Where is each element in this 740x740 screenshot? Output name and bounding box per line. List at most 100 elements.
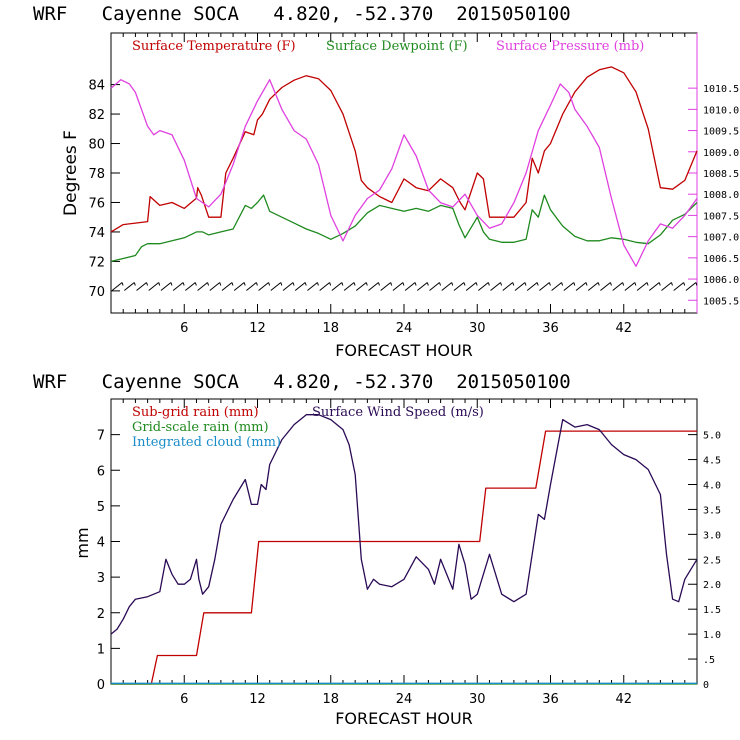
- wind-barb-flag: [487, 282, 490, 286]
- chart2-ytick-label: 1: [97, 642, 105, 657]
- chart1-ytick-label: 76: [88, 196, 105, 211]
- wind-barb: [209, 282, 221, 291]
- wind-barb: [148, 282, 160, 291]
- chart1-y2tick-label: 1006.0: [703, 275, 739, 286]
- temperature-pressure-chart: WRF Cayenne SOCA 4.820, -52.370 20150501…: [33, 3, 739, 360]
- wind-barb: [197, 282, 208, 291]
- wind-barb-flag: [378, 282, 380, 286]
- chart2-xtick-label: 30: [469, 692, 486, 707]
- chart2-xtick-label: 6: [180, 692, 188, 707]
- wind-barb: [600, 282, 611, 291]
- chart2-xtick-label: 42: [615, 692, 632, 707]
- wind-barb: [282, 282, 294, 291]
- wind-barb: [160, 282, 172, 291]
- chart1-y2tick-label: 1009.0: [703, 148, 739, 159]
- chart1-xtick-label: 18: [322, 321, 339, 336]
- wind-barb: [636, 282, 648, 291]
- chart1-y2tick-label: 1010.0: [703, 105, 739, 116]
- chart2-ytick-label: 5: [97, 500, 105, 515]
- wind-barb: [478, 282, 489, 291]
- chart1-y2tick-label: 1007.5: [703, 211, 739, 222]
- chart1-xtick-label: 24: [396, 321, 413, 336]
- legend-integrated-cloud: Integrated cloud (mm): [132, 435, 281, 450]
- wind-barb-flag: [243, 282, 246, 286]
- wind-barb-flag: [158, 282, 161, 286]
- chart1-ytick-label: 80: [88, 138, 105, 153]
- chart2-title: WRF Cayenne SOCA 4.820, -52.370 20150501…: [33, 371, 571, 393]
- chart1-xtick-label: 6: [180, 321, 188, 336]
- wind-barb: [404, 282, 416, 291]
- legend-subgrid-rain: Sub-grid rain (mm): [132, 405, 259, 420]
- chart2-series: [110, 414, 698, 685]
- wind-barb-flag: [268, 282, 271, 286]
- wind-barb: [587, 282, 599, 291]
- chart1-y2tick-label: 1010.5: [703, 84, 739, 95]
- wind-barb: [624, 282, 636, 291]
- chart1-ytick-label: 84: [88, 79, 105, 94]
- wind-barb: [221, 282, 233, 291]
- wind-barb-flag: [683, 282, 686, 286]
- wind-barb: [502, 282, 514, 291]
- wind-barb: [685, 282, 697, 291]
- wind-barb: [526, 282, 538, 291]
- wind-barb: [661, 282, 672, 291]
- chart1-y2tick-label: 1006.5: [703, 254, 739, 265]
- chart2-xtick-label: 24: [396, 692, 413, 707]
- chart1-y2tick-label: 1008.0: [703, 190, 739, 201]
- wind-barb-flag: [609, 282, 612, 286]
- wind-barb-flag: [561, 282, 564, 286]
- chart2-ytick-label: 3: [97, 571, 105, 586]
- wind-barb-flag: [390, 282, 393, 286]
- chart2-y2tick-label: 2.5: [703, 555, 721, 566]
- wind-barb: [355, 282, 367, 291]
- chart2-xtick-label: 12: [249, 692, 266, 707]
- chart2-ytick-label: 0: [97, 678, 105, 693]
- wind-barb-flag: [475, 282, 478, 286]
- wind-barb-flag: [353, 282, 356, 286]
- wind-barb-flag: [292, 282, 295, 286]
- legend-surface-temperature: Surface Temperature (F): [132, 39, 296, 54]
- wind-barb-flag: [170, 282, 173, 286]
- chart1-title: WRF Cayenne SOCA 4.820, -52.370 20150501…: [33, 3, 571, 25]
- wind-barb-flag: [341, 282, 344, 286]
- wind-barb: [307, 282, 318, 291]
- chart1-xtick-label: 30: [469, 321, 486, 336]
- wind-barb: [575, 282, 587, 291]
- chart1-series-surface-pressure-mb: [110, 79, 698, 267]
- chart1-series: [110, 66, 698, 267]
- wind-barb-flag: [255, 282, 258, 286]
- chart1-ytick-label: 74: [88, 226, 105, 241]
- wind-barb: [465, 282, 477, 291]
- chart1-series-surface-temperature-f: [110, 66, 698, 233]
- chart1-y-axis-label: Degrees F: [61, 130, 81, 216]
- wind-barb-flag: [536, 282, 539, 286]
- wind-barb: [551, 282, 562, 291]
- chart1-y2tick-label: 1005.5: [703, 296, 739, 307]
- wind-barb: [124, 282, 135, 291]
- wind-barb: [185, 282, 196, 291]
- legend-surface-dewpoint: Surface Dewpoint (F): [326, 39, 468, 54]
- chart2-ytick-label: 7: [97, 429, 105, 444]
- wind-barb-flag: [280, 282, 283, 286]
- wind-barb: [111, 282, 123, 291]
- wind-barb-flag: [133, 282, 136, 286]
- wind-barb-flag: [463, 282, 466, 286]
- legend-grid-scale-rain: Grid-scale rain (mm): [132, 420, 269, 435]
- chart1-ytick-label: 82: [88, 108, 105, 123]
- rain-wind-chart: WRF Cayenne SOCA 4.820, -52.370 20150501…: [33, 371, 721, 728]
- wind-barb: [331, 282, 343, 291]
- wind-barb-flag: [365, 282, 368, 286]
- wind-barb-flag: [402, 282, 405, 286]
- chart1-series-surface-dewpoint-f: [110, 194, 698, 263]
- wind-barb-flag: [146, 282, 148, 286]
- chart2-y2tick-label: 0: [703, 680, 709, 691]
- wind-barb: [319, 282, 330, 291]
- chart2-y2tick-label: 4.0: [703, 480, 721, 491]
- wind-barb-flag: [304, 282, 307, 286]
- chart2-ytick-label: 4: [97, 536, 105, 551]
- wind-barb-flag: [500, 282, 503, 286]
- wind-barb: [563, 282, 575, 291]
- legend-surface-pressure: Surface Pressure (mb): [496, 39, 644, 54]
- wind-barb-flag: [451, 282, 454, 286]
